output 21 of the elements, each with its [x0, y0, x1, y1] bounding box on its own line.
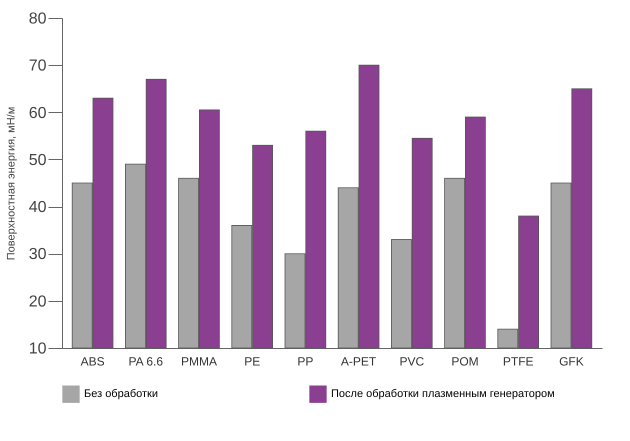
- y-tick-label: 60: [28, 104, 47, 122]
- x-tick-label: PP: [297, 354, 314, 368]
- legend-label: Без обработки: [84, 388, 158, 400]
- x-tick-label: POM: [451, 354, 479, 368]
- x-tick-label: A-PET: [340, 354, 377, 368]
- y-tick-label: 20: [28, 293, 47, 310]
- legend-label: После обработки плазменным генератором: [331, 388, 555, 400]
- y-tick-label: 50: [28, 152, 47, 169]
- y-tick-label: 30: [28, 246, 47, 264]
- y-tick-label: 10: [28, 340, 47, 358]
- x-tick-label: GFK: [559, 354, 584, 368]
- x-tick-label: PE: [244, 354, 260, 368]
- y-tick-label: 80: [28, 10, 47, 28]
- x-tick-label: ABS: [80, 354, 105, 368]
- y-tick-label: 40: [28, 199, 47, 216]
- y-axis-title: Поверхностная энергия, мН/м: [6, 106, 18, 260]
- x-tick-label: PVC: [399, 354, 424, 368]
- x-tick-label: PMMA: [180, 354, 217, 368]
- y-tick-label: 70: [28, 58, 47, 75]
- x-tick-label: PTFE: [502, 354, 534, 368]
- x-tick-label: PA 6.6: [128, 354, 164, 368]
